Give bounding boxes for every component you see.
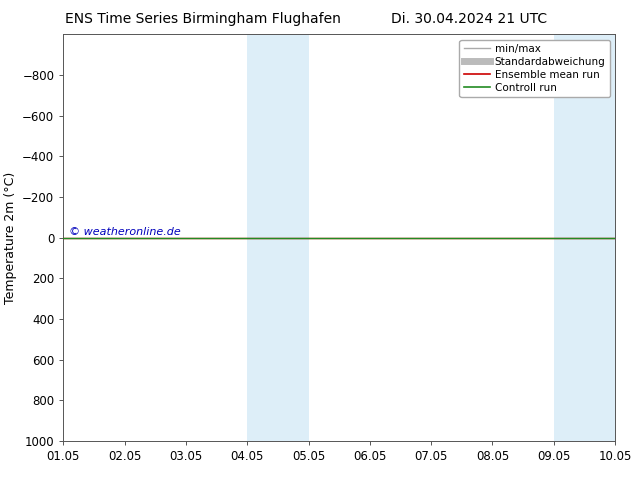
Bar xyxy=(553,34,585,441)
Y-axis label: Temperature 2m (°C): Temperature 2m (°C) xyxy=(4,172,16,304)
Text: © weatheronline.de: © weatheronline.de xyxy=(69,227,181,237)
Legend: min/max, Standardabweichung, Ensemble mean run, Controll run: min/max, Standardabweichung, Ensemble me… xyxy=(460,40,610,97)
Text: Di. 30.04.2024 21 UTC: Di. 30.04.2024 21 UTC xyxy=(391,12,547,26)
Bar xyxy=(585,34,615,441)
Bar xyxy=(278,34,309,441)
Text: ENS Time Series Birmingham Flughafen: ENS Time Series Birmingham Flughafen xyxy=(65,12,341,26)
Bar xyxy=(247,34,278,441)
